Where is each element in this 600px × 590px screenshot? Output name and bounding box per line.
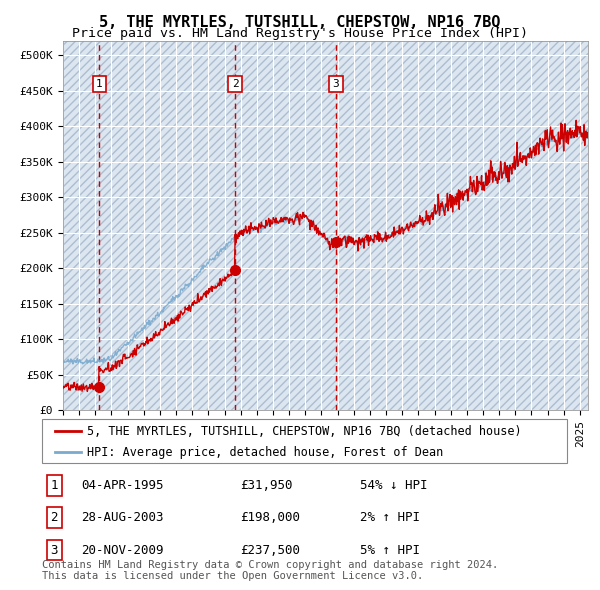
- Text: 04-APR-1995: 04-APR-1995: [81, 478, 163, 492]
- Text: Price paid vs. HM Land Registry's House Price Index (HPI): Price paid vs. HM Land Registry's House …: [72, 27, 528, 40]
- Text: 54% ↓ HPI: 54% ↓ HPI: [360, 478, 427, 492]
- Text: £237,500: £237,500: [240, 543, 300, 557]
- Text: 20-NOV-2009: 20-NOV-2009: [81, 543, 163, 557]
- Text: 28-AUG-2003: 28-AUG-2003: [81, 511, 163, 525]
- FancyBboxPatch shape: [42, 419, 567, 463]
- Text: 3: 3: [50, 543, 58, 557]
- Text: 1: 1: [96, 79, 103, 89]
- Text: £198,000: £198,000: [240, 511, 300, 525]
- Text: 5% ↑ HPI: 5% ↑ HPI: [360, 543, 420, 557]
- Text: 2% ↑ HPI: 2% ↑ HPI: [360, 511, 420, 525]
- Text: 1: 1: [50, 478, 58, 492]
- Text: 3: 3: [332, 79, 340, 89]
- Text: £31,950: £31,950: [240, 478, 293, 492]
- Text: 2: 2: [232, 79, 238, 89]
- Text: 5, THE MYRTLES, TUTSHILL, CHEPSTOW, NP16 7BQ: 5, THE MYRTLES, TUTSHILL, CHEPSTOW, NP16…: [99, 15, 501, 30]
- Text: Contains HM Land Registry data © Crown copyright and database right 2024.
This d: Contains HM Land Registry data © Crown c…: [42, 559, 498, 581]
- Text: 2: 2: [50, 511, 58, 525]
- Text: 5, THE MYRTLES, TUTSHILL, CHEPSTOW, NP16 7BQ (detached house): 5, THE MYRTLES, TUTSHILL, CHEPSTOW, NP16…: [86, 425, 521, 438]
- Text: HPI: Average price, detached house, Forest of Dean: HPI: Average price, detached house, Fore…: [86, 445, 443, 458]
